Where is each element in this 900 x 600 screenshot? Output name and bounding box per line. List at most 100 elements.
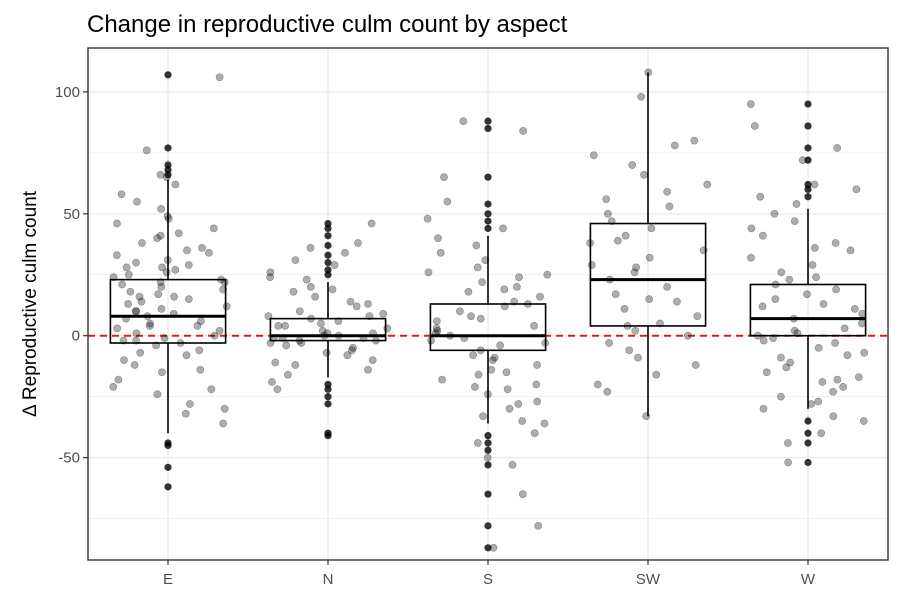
data-point <box>124 300 133 308</box>
data-point <box>496 341 504 350</box>
outlier-point <box>484 173 492 181</box>
data-point <box>156 231 165 240</box>
data-point <box>473 439 482 447</box>
box-iqr <box>429 303 547 352</box>
axis-layer: -50 0 50 100 E N S SW W <box>55 84 816 588</box>
data-point <box>810 180 819 189</box>
data-point <box>533 361 541 369</box>
data-point <box>182 351 191 360</box>
data-point <box>840 324 849 333</box>
data-point <box>353 239 362 247</box>
outlier-point <box>804 417 812 425</box>
data-point <box>530 321 538 330</box>
data-point <box>268 378 276 386</box>
data-point <box>158 263 166 272</box>
x-tick-label: N <box>323 571 334 588</box>
x-tick-label: E <box>163 571 173 588</box>
data-point <box>518 490 527 499</box>
data-point <box>157 304 166 313</box>
data-point <box>645 295 654 303</box>
data-point <box>810 243 819 252</box>
outlier-point <box>484 544 492 552</box>
data-point <box>470 382 479 391</box>
data-point <box>154 290 163 299</box>
data-point <box>210 331 219 340</box>
outlier-point <box>804 144 812 152</box>
data-point <box>114 375 123 384</box>
data-point <box>474 370 483 379</box>
data-point <box>112 251 121 260</box>
outlier-point <box>804 193 812 201</box>
outlier-point <box>484 522 492 530</box>
data-point <box>145 321 154 330</box>
data-point <box>790 326 799 335</box>
data-point <box>530 429 539 438</box>
data-point <box>759 404 768 413</box>
data-point <box>540 419 549 428</box>
box-S <box>429 117 547 552</box>
box-iqr <box>749 283 867 337</box>
outlier-point <box>484 446 492 454</box>
data-point <box>383 324 392 333</box>
data-point <box>120 356 128 364</box>
data-point <box>137 297 146 306</box>
outlier-point <box>324 232 332 240</box>
data-point <box>487 365 496 374</box>
data-point <box>479 412 487 421</box>
data-point <box>756 192 765 201</box>
data-point <box>670 141 679 150</box>
data-point <box>289 287 298 296</box>
data-point <box>490 353 499 362</box>
data-point <box>207 385 216 394</box>
outlier-point <box>164 171 172 179</box>
data-point <box>859 417 868 425</box>
data-point <box>758 302 767 311</box>
data-point <box>858 309 867 318</box>
data-point <box>146 319 154 328</box>
jitter-points-layer <box>109 68 869 552</box>
data-point <box>519 126 527 135</box>
data-point <box>833 144 842 152</box>
data-point <box>703 180 712 189</box>
y-tick-label: -50 <box>58 450 80 467</box>
data-point <box>424 268 433 277</box>
data-point <box>195 346 204 355</box>
outlier-point <box>324 400 332 408</box>
data-point <box>153 234 162 243</box>
data-point <box>432 317 441 325</box>
data-point <box>631 326 640 335</box>
outlier-point <box>324 251 332 259</box>
data-point <box>513 282 521 291</box>
box-N <box>269 219 387 440</box>
outlier-point <box>804 429 812 437</box>
outlier-point <box>804 122 812 130</box>
outlier-point <box>484 461 492 469</box>
data-point <box>630 268 639 277</box>
outlier-point <box>804 185 812 194</box>
data-point <box>777 353 785 362</box>
data-point <box>160 334 169 342</box>
data-point <box>295 307 304 316</box>
data-point <box>621 231 630 240</box>
outlier-point <box>324 393 332 401</box>
data-point <box>364 365 372 374</box>
data-point <box>508 460 517 469</box>
data-point <box>750 122 759 130</box>
data-point <box>124 270 133 279</box>
data-point <box>157 204 165 213</box>
data-point <box>215 73 224 82</box>
box-iqr <box>589 222 707 327</box>
data-point <box>818 378 827 386</box>
data-point <box>533 397 542 406</box>
data-point <box>347 346 356 355</box>
outlier-point <box>484 490 492 498</box>
data-point <box>364 300 372 308</box>
data-point <box>543 270 552 279</box>
outlier-point <box>804 100 812 108</box>
boxes-layer <box>109 71 867 552</box>
data-point <box>122 263 131 272</box>
data-point <box>534 522 543 530</box>
data-point <box>266 273 274 282</box>
data-point <box>130 361 139 369</box>
data-point <box>747 224 756 233</box>
